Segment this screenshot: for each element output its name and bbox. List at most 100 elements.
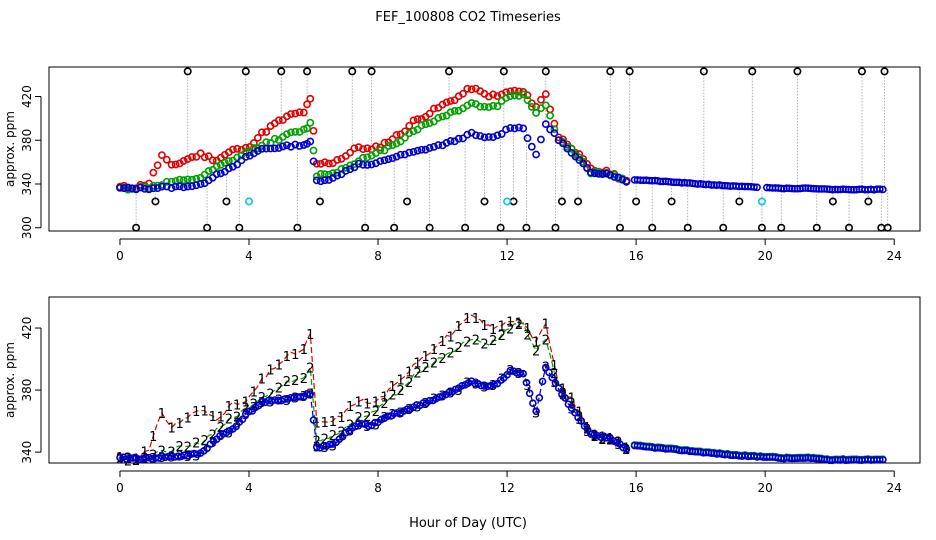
series-1-line	[119, 314, 627, 460]
series-1-symbol: 1	[523, 322, 531, 337]
series-1-point	[208, 156, 217, 165]
series-2-point	[283, 130, 291, 139]
series-3-point	[192, 181, 201, 190]
series-1-symbol: 1	[275, 358, 283, 373]
series-1-symbol: 1	[396, 374, 404, 389]
series-2-point	[417, 121, 426, 130]
series-3-point	[283, 141, 291, 150]
series-1-point	[463, 84, 472, 93]
black-point	[683, 223, 692, 232]
x-tick-label: 20	[758, 481, 773, 495]
series-1-symbol: 1	[372, 395, 380, 410]
series-3-point	[266, 144, 275, 153]
series-1-point	[204, 152, 213, 161]
series-3-point	[480, 133, 489, 142]
series-2-point	[413, 125, 422, 134]
series-1-point	[320, 158, 329, 167]
series-3-point	[430, 142, 438, 151]
series-1-symbol: 1	[614, 436, 622, 451]
series-3-point	[333, 171, 342, 180]
series-2-symbol: 2	[480, 337, 488, 352]
series-1-point	[309, 126, 318, 135]
base-point	[535, 394, 544, 402]
series-2-point	[392, 139, 401, 148]
series-1-point	[350, 144, 359, 153]
axes-top: 0 4 8 12 16 20 24 300 340 380 420	[20, 85, 902, 263]
series-3-point	[341, 166, 350, 175]
x-tick-label: 12	[499, 249, 514, 263]
series-3-point	[384, 155, 393, 164]
series-2-point	[523, 96, 532, 105]
series-2-point	[446, 108, 455, 117]
series-3-point	[167, 184, 176, 193]
base-point	[425, 396, 434, 405]
series-3-point	[606, 170, 615, 179]
series-3-point	[484, 133, 493, 141]
series-1-point	[324, 159, 333, 168]
base-point	[538, 377, 547, 386]
series-2-symbol: 2	[372, 405, 380, 420]
black-point	[857, 67, 866, 76]
series-1-symbol: 1	[176, 417, 184, 432]
series-2-point	[363, 153, 372, 162]
black-point	[667, 197, 676, 206]
series-1-symbol: 1	[201, 405, 209, 420]
series-2-point	[396, 137, 405, 146]
y-tick-label: 420	[20, 85, 34, 108]
black-point	[632, 197, 641, 206]
series-3-point	[590, 169, 599, 178]
black-point	[496, 223, 505, 232]
series-2-point	[493, 102, 502, 111]
black-point	[883, 223, 892, 232]
black-point	[461, 223, 470, 232]
series-3-point	[413, 146, 422, 155]
tail-point	[753, 183, 761, 192]
series-2-point	[467, 99, 476, 107]
base-point	[383, 412, 392, 421]
series-1-point	[196, 149, 205, 158]
black-point	[606, 67, 615, 76]
series-3-point	[392, 152, 401, 161]
black-point	[748, 67, 757, 76]
series-1-symbol: 1	[258, 373, 266, 388]
series-1-symbol: 1	[506, 315, 514, 330]
series-2-point	[212, 162, 221, 171]
series-3-point	[295, 142, 304, 150]
series-2-symbol: 2	[225, 413, 233, 428]
black-point	[812, 223, 821, 232]
series-1-symbol: 1	[575, 406, 583, 421]
series-3-symbol: 3	[124, 451, 132, 466]
series-3-point	[532, 150, 541, 159]
series-1-point	[153, 161, 162, 170]
series-2-point	[346, 161, 354, 170]
tail-point	[879, 185, 887, 194]
series-2-symbol: 2	[388, 389, 396, 404]
series-2-point	[484, 103, 493, 112]
series-2-symbol: 2	[233, 411, 241, 426]
x-tick-label: 16	[628, 249, 643, 263]
series-1-point	[245, 143, 254, 151]
series-3-point	[120, 184, 128, 193]
series-3-point	[497, 130, 506, 138]
series-1-point	[537, 95, 545, 104]
series-2-point	[380, 146, 389, 155]
series-1-point	[241, 143, 250, 152]
series-3-symbol: 3	[567, 402, 575, 417]
series-2-point	[179, 176, 188, 185]
black-point	[648, 223, 657, 232]
black-point	[367, 67, 376, 76]
series-2-point	[434, 114, 443, 122]
series-2-symbol: 2	[242, 402, 250, 417]
series-2-symbol: 2	[184, 440, 192, 455]
black-point	[499, 67, 508, 76]
y-tick-label: 300	[20, 216, 34, 239]
base-point	[364, 422, 373, 430]
series-3-point	[262, 144, 271, 153]
series-1-point	[262, 128, 271, 136]
plot-panel-top: approx. ppm 0 4 8 12 16 20 24 300 340 380 420	[3, 66, 921, 263]
black-point	[315, 197, 324, 206]
series-2-symbol: 2	[523, 328, 531, 343]
series-2-point	[216, 160, 225, 169]
chart-title: FEF_100808 CO2 Timeseries	[375, 10, 561, 25]
